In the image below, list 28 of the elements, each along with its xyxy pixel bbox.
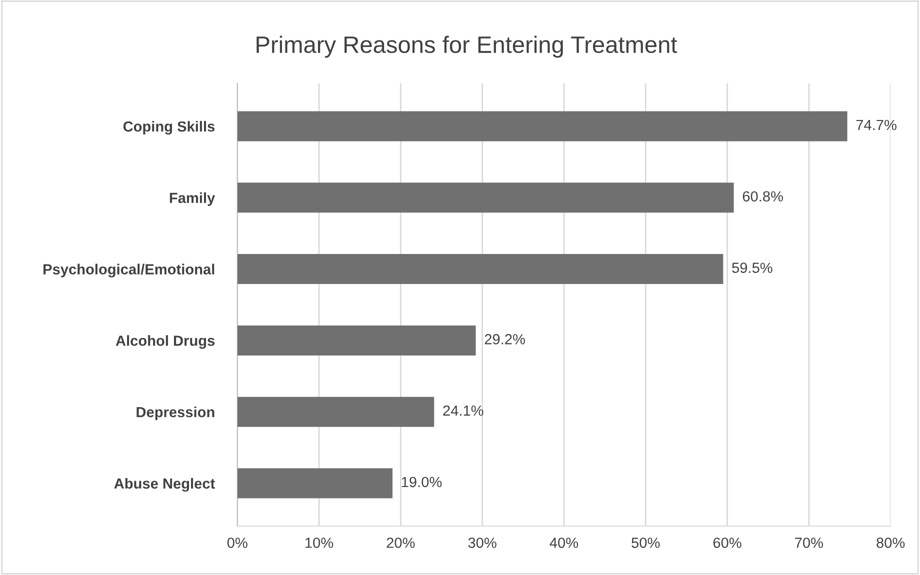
y-tick-label: Psychological/Emotional <box>44 264 214 278</box>
x-tick-label: 30% <box>468 538 496 548</box>
data-label: 60.8% <box>742 191 783 202</box>
bar <box>237 325 476 356</box>
bar <box>237 254 724 284</box>
data-label: 24.1% <box>443 405 484 416</box>
bar <box>237 468 392 498</box>
x-tick-label: 10% <box>306 538 334 548</box>
y-tick-label: Alcohol Drugs <box>116 335 215 349</box>
chart-title: Primary Reasons for Entering Treatment <box>256 36 678 58</box>
bar <box>237 111 848 142</box>
y-tick-label: Family <box>170 192 216 206</box>
y-tick-label: Abuse Neglect <box>114 478 215 492</box>
data-label: 19.0% <box>402 476 442 488</box>
x-tick-label: 60% <box>713 538 742 548</box>
bar <box>237 396 434 427</box>
bar <box>237 182 734 213</box>
x-tick-label: 80% <box>876 538 905 548</box>
x-tick-label: 40% <box>550 538 578 548</box>
y-tick-label: Depression <box>136 406 214 420</box>
data-label: 59.5% <box>732 262 772 273</box>
x-tick-label: 50% <box>632 538 660 548</box>
data-label: 74.7% <box>856 120 896 130</box>
y-tick-label: Coping Skills <box>123 120 215 135</box>
data-label: 29.2% <box>484 334 525 344</box>
x-tick-label: 70% <box>795 538 823 548</box>
x-tick-label: 0% <box>227 538 248 548</box>
x-tick-label: 20% <box>386 538 415 548</box>
